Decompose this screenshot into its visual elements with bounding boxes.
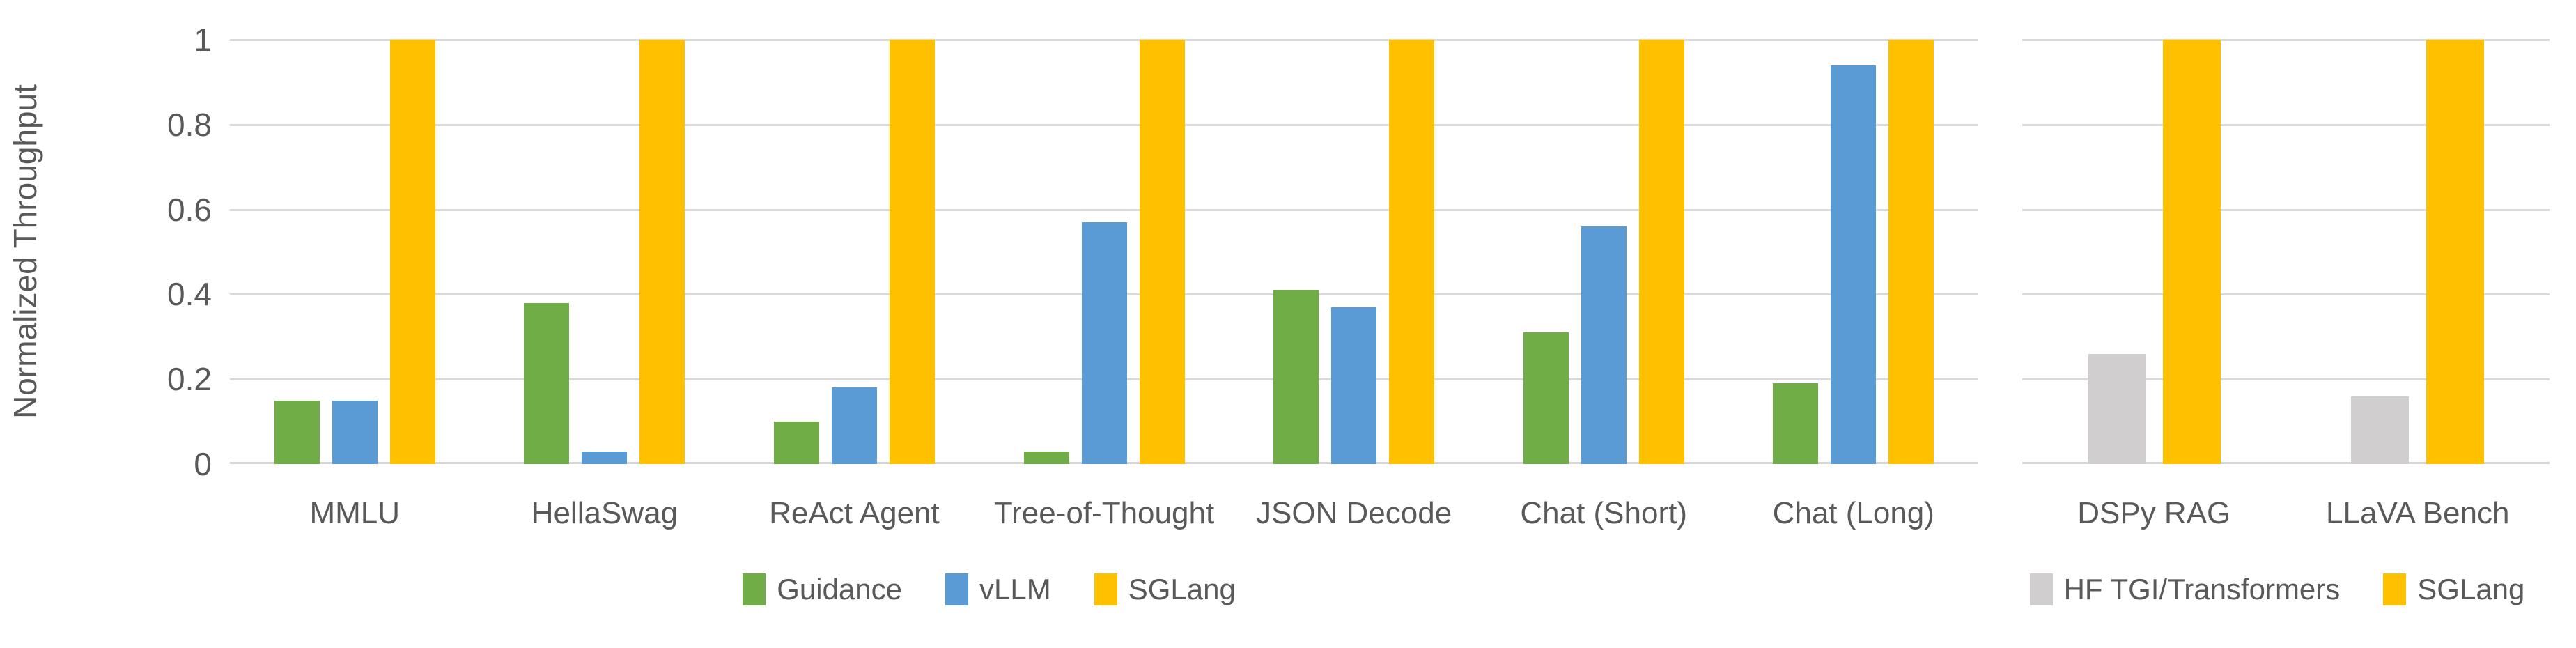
y-axis-tick-labels: 1 0.8 0.6 0.4 0.2 0 — [0, 24, 212, 480]
bar-group-mmlu — [230, 40, 480, 464]
bar-groups — [230, 40, 1978, 464]
bar-group-chat-short — [1479, 40, 1729, 464]
bar-group-llava-bench — [2286, 40, 2550, 464]
legend-item-sglang: SGLang — [1094, 573, 1236, 606]
bar-sglang-dspy-rag — [2162, 40, 2221, 464]
bar-hf-tgi-transformers-dspy-rag — [2087, 353, 2146, 464]
y-tick-label-0.6: 0.6 — [167, 191, 212, 228]
bar-group-json-decode — [1229, 40, 1479, 464]
x-category-label-llava-bench: LLaVA Bench — [2326, 496, 2510, 530]
bar-sglang-react-agent — [889, 40, 935, 464]
bar-vllm-chat-short — [1581, 226, 1627, 464]
bar-sglang-llava-bench — [2426, 40, 2485, 464]
legend-label-guidance: Guidance — [777, 573, 902, 605]
gridline-1 — [2022, 39, 2550, 41]
x-category-label-react-agent: ReAct Agent — [769, 496, 940, 530]
bar-guidance-hellaswag — [524, 302, 570, 464]
bar-sglang-tree-of-thought — [1139, 40, 1185, 464]
legend-item-hf-tgi-transformers: HF TGI/Transformers — [2029, 573, 2341, 606]
x-axis-line — [2022, 462, 2550, 464]
gridline-0.8 — [230, 123, 1978, 126]
bar-sglang-chat-short — [1638, 40, 1684, 464]
bar-vllm-tree-of-thought — [1081, 222, 1127, 464]
y-tick-label-0.8: 0.8 — [167, 106, 212, 143]
legend-swatch-guidance — [743, 573, 766, 605]
gridline-0.6 — [230, 208, 1978, 211]
legend-swatch-vllm — [945, 573, 968, 605]
right-x-axis-labels: DSPy RAG LLaVA Bench — [2022, 496, 2550, 531]
gridline-0.6 — [2022, 208, 2550, 211]
bar-sglang-chat-long — [1888, 40, 1934, 464]
bar-guidance-chat-long — [1773, 383, 1819, 464]
gridline-0.4 — [2022, 293, 2550, 296]
x-category-label-chat-long: Chat (Long) — [1772, 496, 1934, 530]
x-category-label-dspy-rag: DSPy RAG — [2077, 496, 2231, 530]
bar-sglang-mmlu — [389, 40, 435, 464]
bar-group-react-agent — [729, 40, 979, 464]
bar-guidance-chat-short — [1523, 332, 1569, 464]
x-category-label-mmlu: MMLU — [309, 496, 401, 530]
bar-groups — [2022, 40, 2550, 464]
y-tick-label-0.4: 0.4 — [167, 276, 212, 313]
bar-vllm-json-decode — [1331, 307, 1377, 464]
bar-guidance-react-agent — [773, 422, 819, 464]
right-legend: HF TGI/Transformers SGLang — [1978, 569, 2576, 610]
bar-vllm-hellaswag — [582, 451, 628, 464]
right-plot-area — [2022, 39, 2550, 464]
bar-vllm-react-agent — [831, 387, 877, 464]
legend-label-vllm: vLLM — [979, 573, 1051, 605]
left-plot-area — [230, 39, 1978, 464]
y-tick-label-0.2: 0.2 — [167, 361, 212, 398]
legend-label-sglang: SGLang — [2417, 573, 2525, 605]
x-category-label-hellaswag: HellaSwag — [531, 496, 678, 530]
x-category-label-tree-of-thought: Tree-of-Thought — [993, 496, 1215, 530]
legend-item-sglang: SGLang — [2383, 573, 2524, 606]
bar-vllm-mmlu — [332, 400, 378, 464]
legend-label-hf-tgi-transformers: HF TGI/Transformers — [2063, 573, 2341, 605]
bar-group-hellaswag — [480, 40, 730, 464]
gridline-0.2 — [2022, 378, 2550, 381]
x-category-label-chat-short: Chat (Short) — [1520, 496, 1687, 530]
gridline-0.8 — [2022, 123, 2550, 126]
bar-sglang-json-decode — [1389, 40, 1435, 464]
bar-sglang-hellaswag — [639, 40, 685, 464]
bar-group-tree-of-thought — [979, 40, 1229, 464]
bar-guidance-json-decode — [1273, 290, 1319, 464]
legend-label-sglang: SGLang — [1128, 573, 1236, 605]
left-legend: Guidance vLLM SGLang — [0, 569, 1978, 610]
x-category-label-json-decode: JSON Decode — [1255, 496, 1452, 530]
bar-vllm-chat-long — [1831, 65, 1877, 464]
bar-guidance-mmlu — [274, 400, 320, 464]
legend-item-vllm: vLLM — [945, 573, 1051, 606]
left-x-axis-labels: MMLU HellaSwag ReAct Agent Tree-of-Thought J… — [230, 496, 1978, 531]
y-tick-label-0: 0 — [194, 446, 212, 482]
legend-item-guidance: Guidance — [743, 573, 902, 606]
legend-swatch-hf-tgi-transformers — [2029, 573, 2053, 605]
bar-group-dspy-rag — [2022, 40, 2286, 464]
legend-swatch-sglang — [1094, 573, 1117, 605]
bar-guidance-tree-of-thought — [1023, 451, 1069, 464]
gridline-1 — [230, 39, 1978, 41]
bar-hf-tgi-transformers-llava-bench — [2351, 396, 2410, 464]
y-tick-label-1: 1 — [194, 22, 212, 58]
bar-group-chat-long — [1728, 40, 1978, 464]
legend-swatch-sglang — [2383, 573, 2407, 605]
